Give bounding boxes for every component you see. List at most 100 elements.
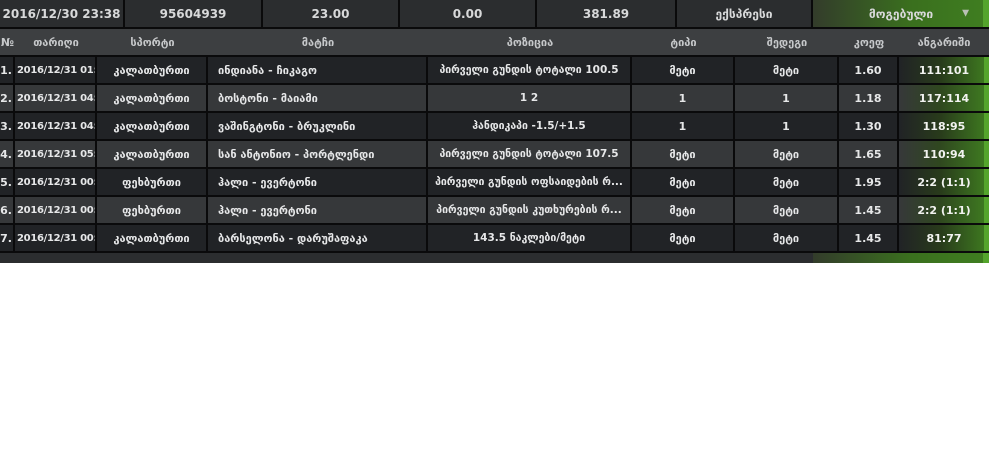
type-cell: მეტი bbox=[632, 225, 735, 251]
score-cell: 2:2 (1:1) bbox=[899, 197, 989, 223]
bet-datetime: 2016/12/30 23:38 bbox=[0, 0, 125, 27]
position-cell: პირველი გუნდის კუთხურების რ... bbox=[428, 197, 632, 223]
position-cell: 1 2 bbox=[428, 85, 632, 111]
sport-cell: კალათბურთი bbox=[97, 57, 208, 83]
bet-id: 95604939 bbox=[125, 0, 263, 27]
bet-date: 2016/12/31 05:… bbox=[15, 141, 97, 167]
column-header-result: შედეგი bbox=[766, 35, 808, 49]
next-bet-stake bbox=[263, 253, 400, 263]
bet-date: 2016/12/31 04:… bbox=[15, 113, 97, 139]
result-cell: მეტი bbox=[735, 197, 839, 223]
position-cell: პირველი გუნდის ტოტალი 100.5 bbox=[428, 57, 632, 83]
sport-cell: ფეხბურთი bbox=[97, 197, 208, 223]
result-cell: მეტი bbox=[735, 57, 839, 83]
next-bet-payout bbox=[537, 253, 677, 263]
table-header-row: № თარიღი სპორტი მატჩი პოზიცია ტიპი შედეგ… bbox=[0, 29, 989, 57]
table-row: 3. 2016/12/31 04:… კალათბურთი ვაშინგტონი… bbox=[0, 113, 989, 141]
row-number: 7. bbox=[0, 225, 15, 251]
table-row: 6. 2016/12/31 00:… ფეხბურთი ჰალი - ევერტ… bbox=[0, 197, 989, 225]
score-cell: 118:95 bbox=[899, 113, 989, 139]
match-cell: ჰალი - ევერტონი bbox=[208, 197, 428, 223]
score-cell: 81:77 bbox=[899, 225, 989, 251]
row-number: 2. bbox=[0, 85, 15, 111]
table-row: 1. 2016/12/31 01:… კალათბურთი ინდიანა - … bbox=[0, 57, 989, 85]
bet-status-label: მოგებული bbox=[868, 6, 934, 21]
next-bet-summary-bar-partial[interactable] bbox=[0, 253, 989, 263]
column-header-type: ტიპი bbox=[670, 35, 697, 49]
bet-date: 2016/12/31 00:… bbox=[15, 225, 97, 251]
bet-date: 2016/12/31 01:… bbox=[15, 57, 97, 83]
bet-date: 2016/12/31 04:… bbox=[15, 85, 97, 111]
chevron-down-icon[interactable]: ▼ bbox=[962, 8, 969, 18]
result-cell: 1 bbox=[735, 85, 839, 111]
bet-summary-bar[interactable]: 2016/12/30 23:38 95604939 23.00 0.00 381… bbox=[0, 0, 989, 29]
position-cell: ჰანდიკაპი -1.5/+1.5 bbox=[428, 113, 632, 139]
result-cell: მეტი bbox=[735, 141, 839, 167]
column-header-match: მატჩი bbox=[301, 35, 335, 49]
column-header-date: თარიღი bbox=[33, 35, 79, 49]
bet-date: 2016/12/31 00:… bbox=[15, 197, 97, 223]
type-cell: 1 bbox=[632, 85, 735, 111]
score-cell: 117:114 bbox=[899, 85, 989, 111]
match-cell: ინდიანა - ჩიკაგო bbox=[208, 57, 428, 83]
bet-payout: 381.89 bbox=[537, 0, 677, 27]
position-cell: 143.5 ნაკლები/მეტი bbox=[428, 225, 632, 251]
match-cell: სან ანტონიო - პორტლენდი bbox=[208, 141, 428, 167]
sport-cell: ფეხბურთი bbox=[97, 169, 208, 195]
row-number: 4. bbox=[0, 141, 15, 167]
odds-cell: 1.95 bbox=[839, 169, 899, 195]
match-cell: ვაშინგტონი - ბრუკლინი bbox=[208, 113, 428, 139]
odds-cell: 1.45 bbox=[839, 225, 899, 251]
table-row: 7. 2016/12/31 00:… კალათბურთი ბარსელონა … bbox=[0, 225, 989, 253]
next-bet-id bbox=[125, 253, 263, 263]
odds-cell: 1.30 bbox=[839, 113, 899, 139]
next-bet-status bbox=[813, 253, 989, 263]
bet-date: 2016/12/31 00:… bbox=[15, 169, 97, 195]
result-cell: მეტი bbox=[735, 169, 839, 195]
result-cell: 1 bbox=[735, 113, 839, 139]
position-cell: პირველი გუნდის ტოტალი 107.5 bbox=[428, 141, 632, 167]
table-row: 5. 2016/12/31 00:… ფეხბურთი ჰალი - ევერტ… bbox=[0, 169, 989, 197]
odds-cell: 1.18 bbox=[839, 85, 899, 111]
next-bet-kind bbox=[677, 253, 813, 263]
type-cell: მეტი bbox=[632, 141, 735, 167]
row-number: 1. bbox=[0, 57, 15, 83]
score-cell: 2:2 (1:1) bbox=[899, 169, 989, 195]
score-cell: 110:94 bbox=[899, 141, 989, 167]
table-row: 4. 2016/12/31 05:… კალათბურთი სან ანტონი… bbox=[0, 141, 989, 169]
odds-cell: 1.45 bbox=[839, 197, 899, 223]
sport-cell: კალათბურთი bbox=[97, 113, 208, 139]
sport-cell: კალათბურთი bbox=[97, 85, 208, 111]
column-header-odds: კოეფ bbox=[853, 35, 885, 49]
column-header-position: პოზიცია bbox=[506, 35, 554, 49]
odds-cell: 1.60 bbox=[839, 57, 899, 83]
match-cell: ბოსტონი - მაიამი bbox=[208, 85, 428, 111]
bet-status-dropdown[interactable]: მოგებული ▼ bbox=[813, 0, 989, 27]
row-number: 5. bbox=[0, 169, 15, 195]
type-cell: მეტი bbox=[632, 197, 735, 223]
match-cell: ჰალი - ევერტონი bbox=[208, 169, 428, 195]
type-cell: 1 bbox=[632, 113, 735, 139]
bet-kind: ექსპრესი bbox=[677, 0, 813, 27]
next-bet-amount-secondary bbox=[400, 253, 537, 263]
result-cell: მეტი bbox=[735, 225, 839, 251]
table-body: 1. 2016/12/31 01:… კალათბურთი ინდიანა - … bbox=[0, 57, 989, 253]
bet-amount-secondary: 0.00 bbox=[400, 0, 537, 27]
odds-cell: 1.65 bbox=[839, 141, 899, 167]
table-row: 2. 2016/12/31 04:… კალათბურთი ბოსტონი - … bbox=[0, 85, 989, 113]
sport-cell: კალათბურთი bbox=[97, 225, 208, 251]
row-number: 3. bbox=[0, 113, 15, 139]
position-cell: პირველი გუნდის ოფსაიდების რ... bbox=[428, 169, 632, 195]
sport-cell: კალათბურთი bbox=[97, 141, 208, 167]
bet-stake: 23.00 bbox=[263, 0, 400, 27]
column-header-number: № bbox=[0, 35, 15, 49]
score-cell: 111:101 bbox=[899, 57, 989, 83]
column-header-sport: სპორტი bbox=[130, 35, 175, 49]
match-cell: ბარსელონა - დარუშაფაკა bbox=[208, 225, 428, 251]
type-cell: მეტი bbox=[632, 169, 735, 195]
row-number: 6. bbox=[0, 197, 15, 223]
column-header-score: ანგარიში bbox=[917, 35, 971, 49]
type-cell: მეტი bbox=[632, 57, 735, 83]
next-bet-datetime bbox=[0, 253, 125, 263]
